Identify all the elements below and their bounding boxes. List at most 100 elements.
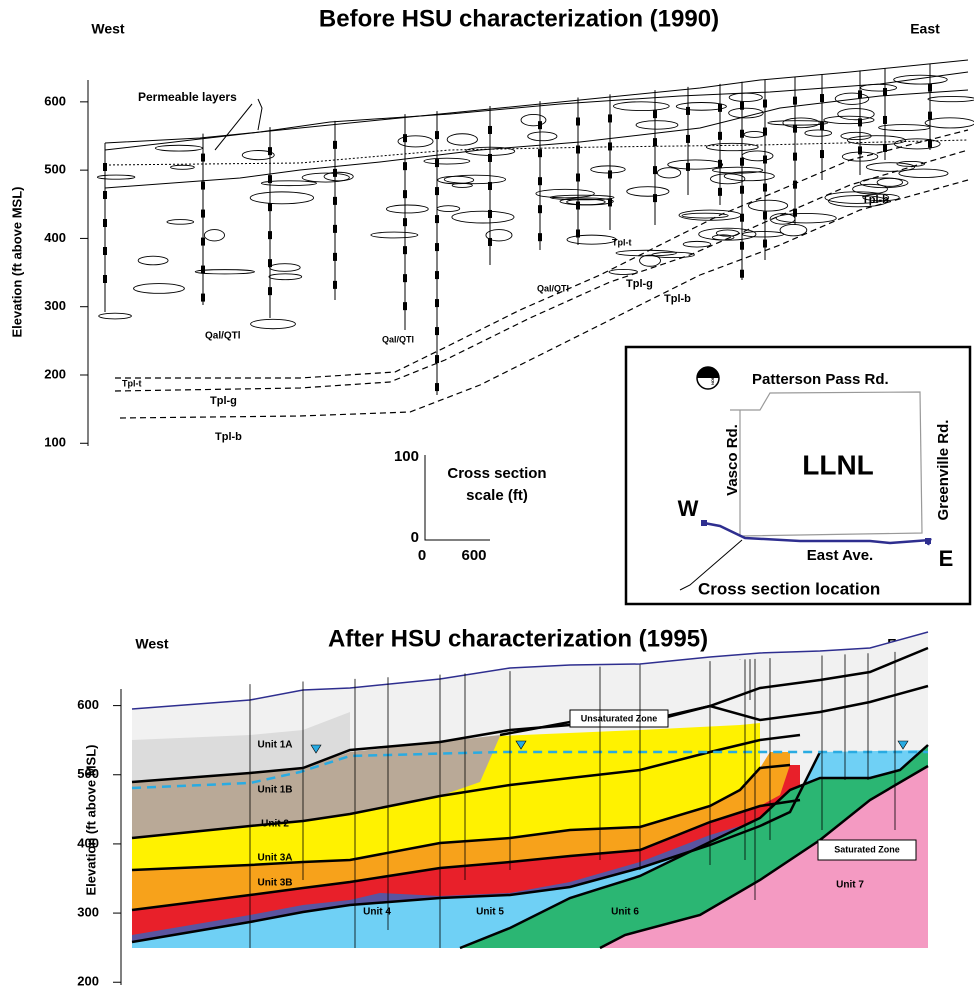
permeable-lens	[154, 144, 203, 152]
unit-label: Unit 2	[261, 819, 289, 830]
y-axis-label: Elevation (ft above MSL)	[9, 187, 24, 338]
north-arrow	[708, 367, 719, 378]
permeable-lens	[723, 171, 775, 182]
permeable-lens	[775, 213, 837, 224]
permeable-lens	[423, 157, 471, 165]
screen	[883, 143, 887, 152]
screen	[653, 110, 657, 119]
screen	[333, 280, 337, 289]
permeable-lens	[535, 188, 595, 199]
permeable-lens	[451, 210, 515, 224]
leader	[257, 98, 263, 131]
permeable-lens	[241, 150, 275, 161]
permeable-lens	[615, 249, 677, 257]
permeable-lens	[840, 131, 872, 141]
screen	[268, 259, 272, 268]
screen	[763, 127, 767, 136]
screen	[928, 139, 932, 148]
unit-label: Unit 6	[611, 907, 639, 918]
screen	[576, 173, 580, 182]
scale-label-box: Cross section scale (ft)	[447, 465, 547, 504]
screen	[763, 183, 767, 192]
screen	[103, 163, 107, 171]
screen	[435, 327, 439, 336]
screen	[403, 162, 407, 171]
endpoint-label: W	[678, 496, 699, 521]
screen	[103, 191, 107, 199]
scale-label: Cross section scale (ft)	[447, 465, 547, 504]
screen	[435, 159, 439, 168]
scale-lines	[424, 455, 490, 541]
screen	[820, 122, 824, 131]
endpoint	[701, 520, 707, 526]
permeable-lens	[748, 199, 789, 212]
annotation: Tpl-b	[664, 293, 691, 305]
permeable-lens	[559, 197, 614, 206]
caption: Cross section location	[698, 579, 880, 598]
screen	[763, 155, 767, 164]
screen	[201, 265, 205, 274]
screen	[403, 134, 407, 143]
road-label: Patterson Pass Rd.	[752, 371, 889, 388]
permeable-lens	[451, 182, 473, 188]
bottom-title: After HSU characterization (1995)	[328, 625, 708, 652]
permeable-lens	[698, 227, 757, 241]
y-tick-label: 600	[44, 93, 66, 108]
screen	[538, 233, 542, 242]
east-label: East	[910, 21, 940, 37]
permeable-lens	[859, 177, 909, 189]
unit-label: Unit 5	[476, 907, 504, 918]
screen	[858, 118, 862, 127]
y-tick-label: 500	[77, 766, 99, 781]
permeable-lens	[898, 168, 949, 179]
screen	[858, 90, 862, 99]
screen	[576, 201, 580, 210]
unit-label: Unit 4	[363, 907, 391, 918]
leader	[214, 103, 253, 151]
road-label: Greenville Rd.	[935, 420, 952, 521]
permeable-lens	[323, 171, 354, 182]
screen	[608, 142, 612, 151]
screen	[201, 153, 205, 162]
permeable-lens	[847, 135, 906, 146]
screen	[740, 129, 744, 138]
y-tick-label: 100	[44, 435, 66, 450]
permeable-lens	[194, 269, 255, 275]
permeable-lens	[728, 92, 763, 102]
y-tick-label: 300	[44, 298, 66, 313]
permeable-lens	[852, 183, 888, 195]
screen	[608, 170, 612, 179]
scale-value: 0	[411, 529, 419, 546]
screen	[763, 239, 767, 248]
screen	[793, 152, 797, 161]
y-tick-label: 400	[44, 230, 66, 245]
permeable-lens	[896, 161, 926, 167]
screen	[653, 194, 657, 203]
permeable-lens	[728, 107, 764, 119]
unit-label: Unit 7	[836, 880, 864, 891]
screen	[718, 131, 722, 140]
screen	[103, 275, 107, 283]
screen	[793, 96, 797, 105]
screen	[268, 147, 272, 156]
y-tick-label: 200	[77, 974, 99, 988]
contact	[131, 763, 791, 872]
permeable-lens	[865, 162, 916, 172]
permeable-lens	[705, 142, 759, 152]
unit-7	[600, 766, 928, 948]
screen	[740, 185, 744, 194]
contact-line	[114, 149, 969, 392]
screen	[333, 196, 337, 205]
permeable-lens	[250, 318, 296, 330]
permeable-lens	[385, 204, 429, 214]
permeable-lens	[834, 92, 870, 105]
screen	[488, 153, 492, 162]
y-tick-label: 300	[77, 905, 99, 920]
annotation: Permeable layers	[138, 90, 237, 104]
screen	[435, 131, 439, 140]
contact	[459, 744, 929, 950]
permeable-lens	[823, 115, 875, 125]
screen	[740, 101, 744, 110]
permeable-lens	[443, 174, 506, 185]
permeable-lens	[878, 124, 931, 132]
